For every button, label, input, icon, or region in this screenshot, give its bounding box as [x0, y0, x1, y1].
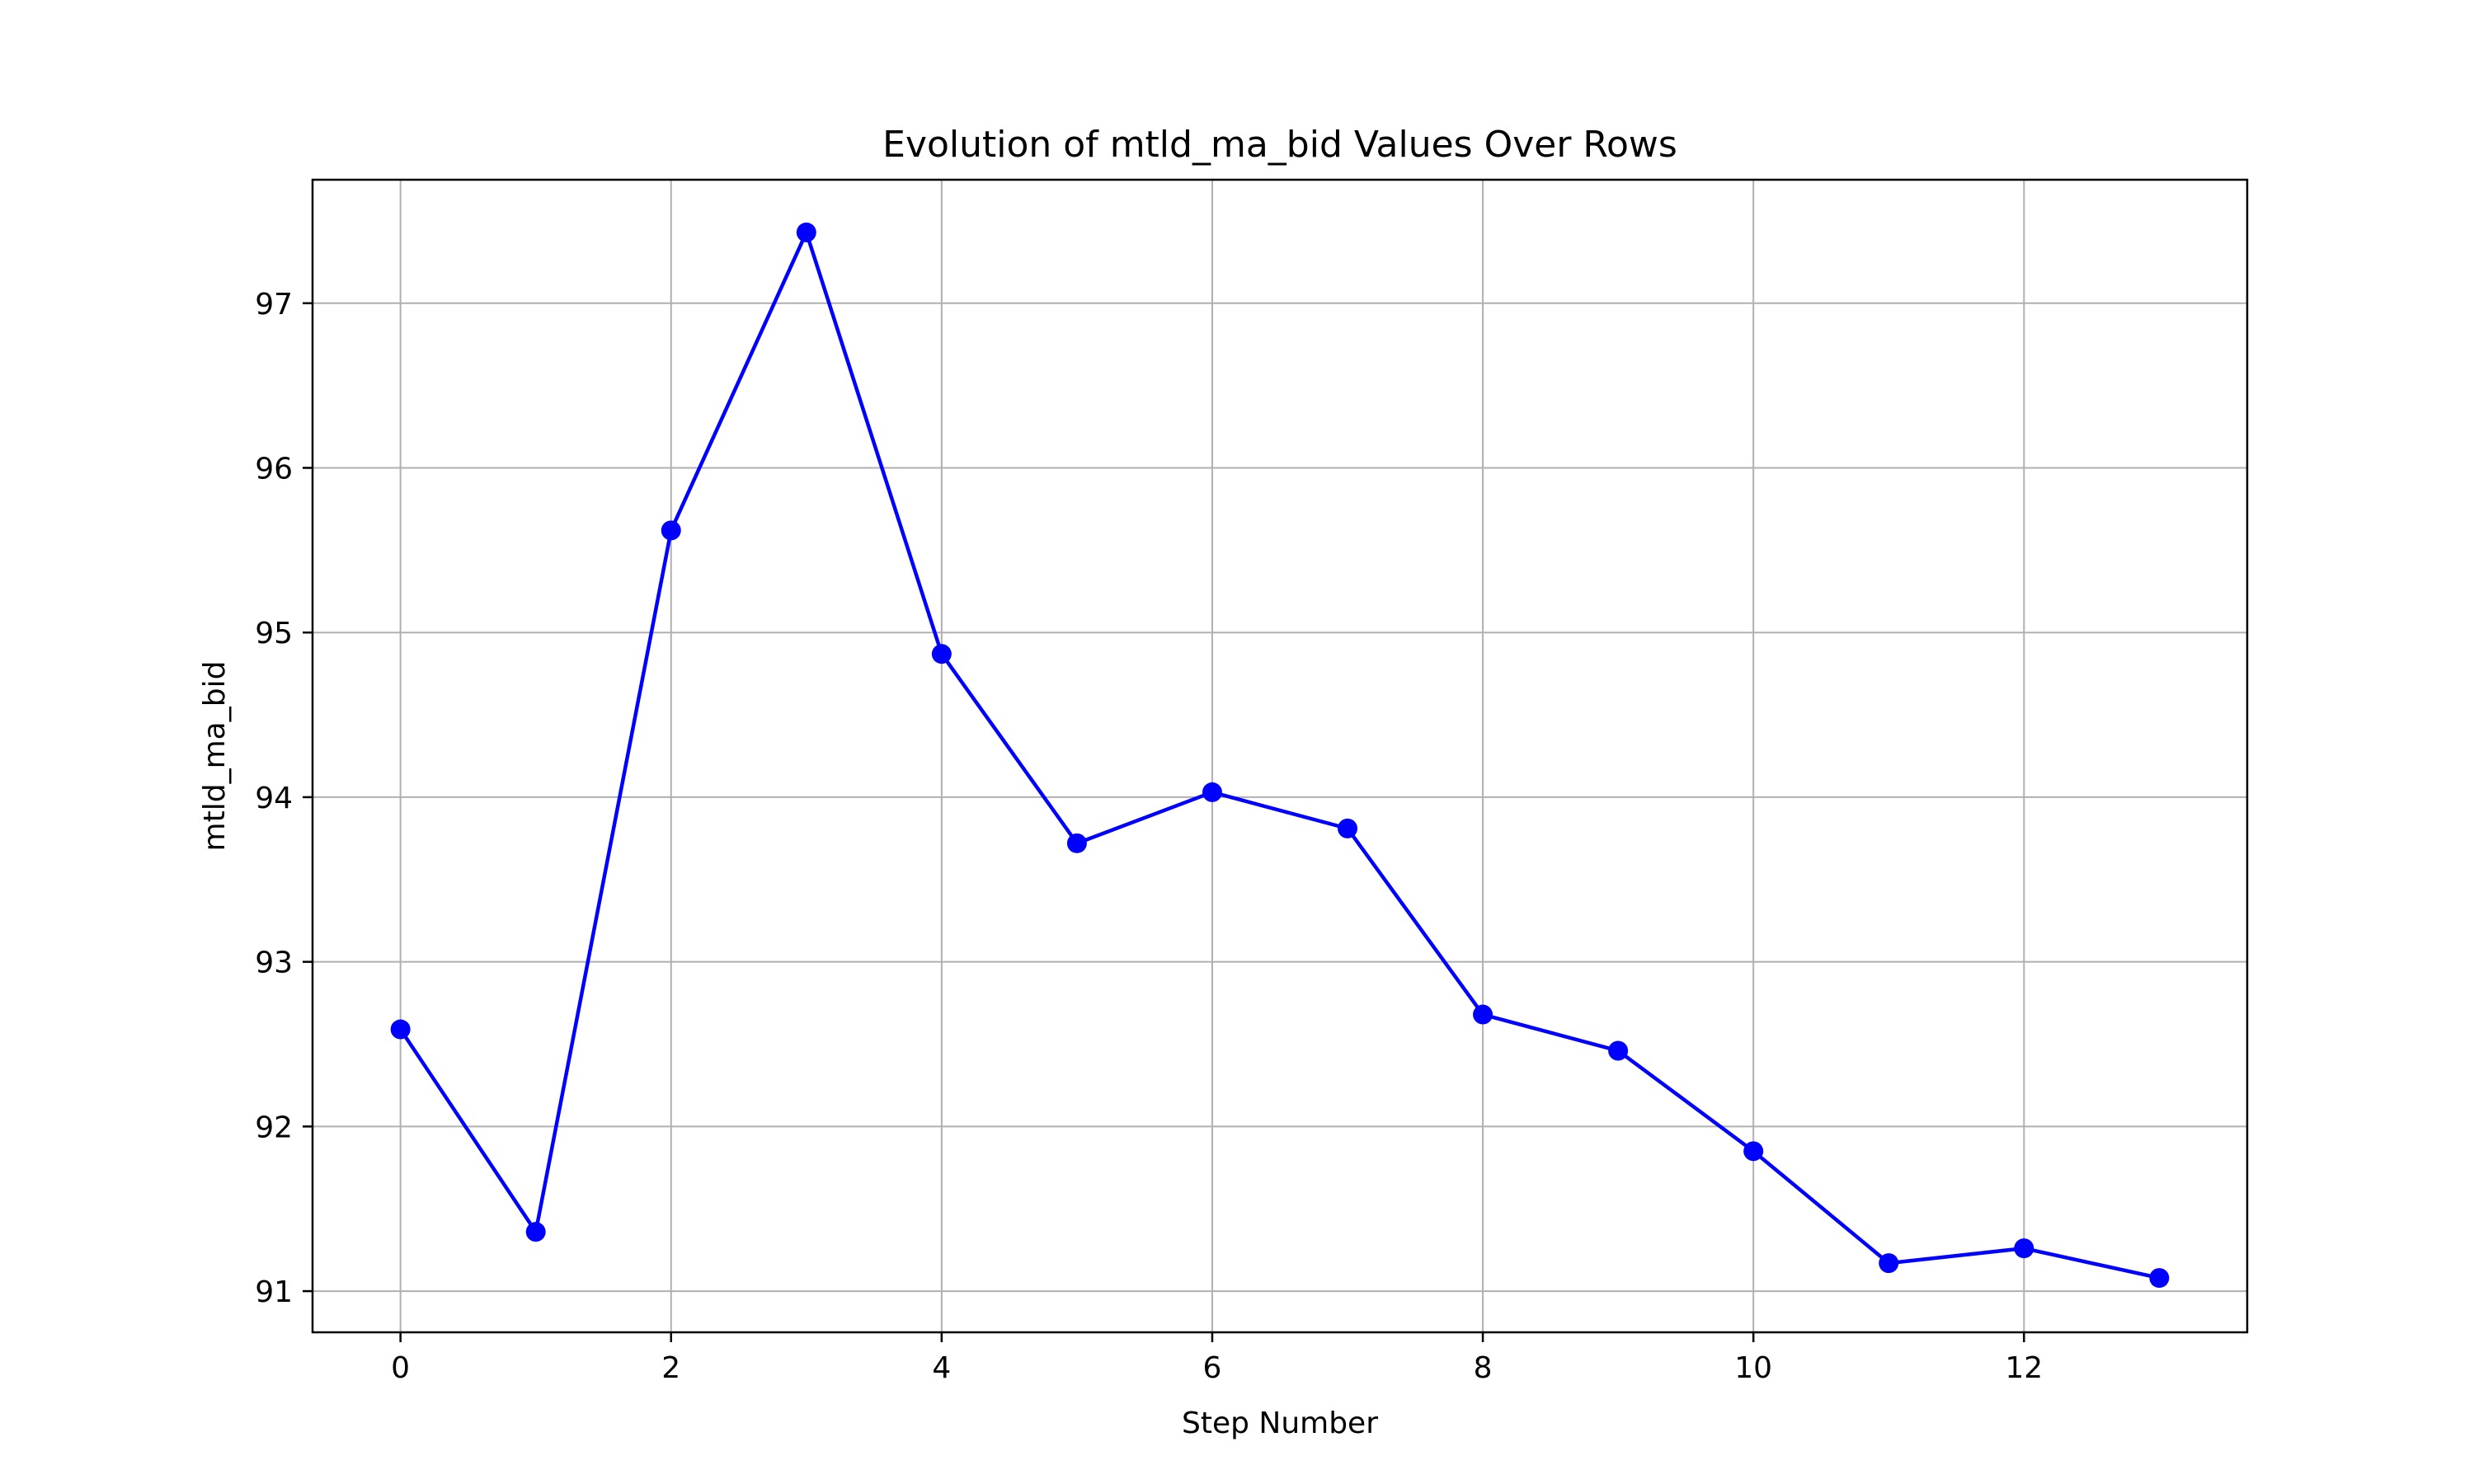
series-layer: [390, 222, 2170, 1289]
x-axis-label: Step Number: [1182, 1407, 1378, 1440]
x-tick-label-1: 2: [661, 1351, 680, 1385]
x-tick-label-0: 0: [391, 1351, 410, 1385]
x-tick-label-2: 4: [932, 1351, 951, 1385]
x-tick-label-6: 12: [2005, 1351, 2043, 1385]
y-tick-label-4: 95: [255, 617, 293, 650]
y-tick-label-5: 96: [255, 453, 293, 486]
series-line-0: [398, 230, 2160, 1280]
data-point-8: [1473, 1004, 1493, 1025]
data-point-3: [796, 222, 816, 242]
y-tick-label-6: 97: [255, 288, 293, 322]
y-tick-label-1: 92: [255, 1111, 293, 1144]
data-point-7: [1338, 818, 1358, 838]
data-point-4: [931, 644, 952, 665]
x-tick-label-3: 6: [1203, 1351, 1222, 1385]
y-tick-label-0: 91: [255, 1275, 293, 1309]
plot-frame: [311, 178, 2249, 1334]
data-point-13: [2149, 1268, 2170, 1289]
chart-title: Evolution of mtld_ma_bid Values Over Row…: [882, 124, 1677, 166]
data-point-11: [1879, 1253, 1899, 1274]
plot-area: [313, 180, 2247, 1332]
y-tick-label-2: 93: [255, 946, 293, 980]
y-axis-label: mtld_ma_bid: [198, 661, 232, 852]
data-point-5: [1066, 833, 1087, 853]
data-point-0: [390, 1019, 411, 1040]
data-point-12: [2014, 1238, 2034, 1259]
data-point-6: [1202, 782, 1222, 802]
data-point-9: [1608, 1040, 1629, 1061]
x-tick-label-4: 8: [1474, 1351, 1493, 1385]
data-point-2: [661, 520, 681, 541]
data-point-10: [1743, 1141, 1764, 1162]
y-tick-label-3: 94: [255, 782, 293, 815]
ticks: 0 2 4 6 8 10 12 91 92 93 94 95 96 97: [255, 288, 2043, 1385]
x-tick-label-5: 10: [1734, 1351, 1772, 1385]
grid: [313, 180, 2247, 1332]
data-point-1: [525, 1222, 546, 1242]
